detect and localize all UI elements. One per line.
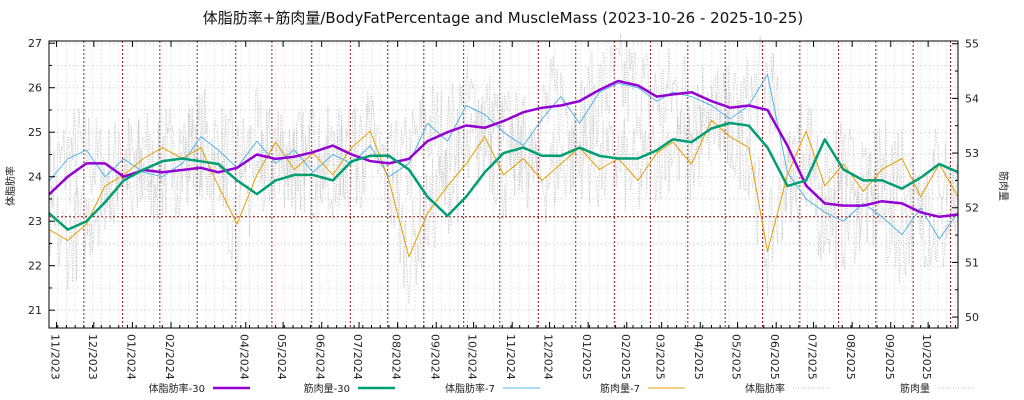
y-tick-label: 21 [28, 304, 42, 317]
x-tick-label: 10/2024 [466, 334, 479, 380]
y2-tick-label: 50 [965, 311, 979, 324]
y2-tick-label: 52 [965, 202, 979, 215]
x-tick-label: 10/2025 [920, 334, 933, 380]
y-tick-label: 27 [28, 37, 42, 50]
axes: 21 22 23 24 25 26 27 50 51 52 53 54 55 11/2023 12/2023… [28, 37, 979, 379]
x-tick-label: 06/2024 [314, 334, 327, 380]
y-axis-title: 体脂肪率 [4, 166, 17, 206]
series-line-0 [48, 79, 959, 219]
series-line-3 [48, 119, 959, 258]
chart-title: 体脂肪率+筋肉量/BodyFatPercentage and MuscleMas… [203, 9, 803, 27]
legend-label: 体脂肪率 [745, 382, 785, 395]
legend-item: 体脂肪率-30 [149, 382, 250, 395]
x-tick-label: 01/2024 [124, 334, 137, 380]
legend-label: 筋肉量-30 [304, 382, 350, 395]
legend-item: 体脂肪率 [745, 382, 830, 395]
legend-label: 筋肉量-7 [600, 382, 640, 395]
y2-axis-title: 筋肉量 [997, 171, 1010, 201]
x-tick-label: 06/2025 [768, 334, 781, 380]
legend-label: 筋肉量 [900, 382, 930, 395]
series-layer [48, 73, 959, 258]
x-tick-label: 08/2025 [844, 334, 857, 380]
x-tick-label: 07/2024 [351, 334, 364, 380]
legend-item: 筋肉量-30 [304, 382, 395, 395]
x-tick-label: 11/2023 [48, 334, 61, 380]
x-tick-label: 05/2024 [275, 334, 288, 380]
x-tick-label: 04/2024 [238, 334, 251, 380]
legend-item: 体脂肪率-7 [445, 382, 540, 395]
legend-item: 筋肉量 [900, 382, 975, 395]
y-tick-label: 25 [28, 126, 42, 139]
grid [48, 41, 958, 328]
legend-label: 体脂肪率-30 [149, 382, 205, 395]
x-tick-label: 03/2025 [654, 334, 667, 380]
x-tick-label: 12/2023 [86, 334, 99, 380]
y2-tick-label: 51 [965, 256, 979, 269]
series-raw-muscle [48, 85, 959, 305]
series-line-2 [48, 73, 959, 240]
x-tick-label: 02/2024 [163, 334, 176, 380]
x-tick-label: 11/2024 [504, 334, 517, 380]
y-tick-label: 26 [28, 82, 42, 95]
x-tick-label: 04/2025 [692, 334, 705, 380]
plot-frame [48, 40, 959, 329]
y2-tick-label: 55 [965, 38, 979, 51]
legend: 体脂肪率-30 筋肉量-30 体脂肪率-7 筋肉量-7 体脂肪率 筋肉量 [149, 382, 975, 395]
x-tick-label: 09/2025 [883, 334, 896, 380]
x-tick-label: 02/2025 [619, 334, 632, 380]
x-tick-label: 01/2025 [580, 334, 593, 380]
y2-tick-label: 54 [965, 92, 979, 105]
y-tick-label: 23 [28, 215, 42, 228]
y-tick-label: 22 [28, 260, 42, 273]
x-tick-label: 05/2025 [730, 334, 743, 380]
x-tick-label: 09/2024 [428, 334, 441, 380]
x-tick-label: 07/2025 [806, 334, 819, 380]
x-tick-label: 12/2024 [542, 334, 555, 380]
x-tick-label: 08/2024 [390, 334, 403, 380]
y2-tick-label: 53 [965, 147, 979, 160]
legend-item: 筋肉量-7 [600, 382, 685, 395]
series-line-1 [48, 121, 959, 231]
y-tick-label: 24 [28, 171, 42, 184]
legend-label: 体脂肪率-7 [445, 382, 495, 395]
